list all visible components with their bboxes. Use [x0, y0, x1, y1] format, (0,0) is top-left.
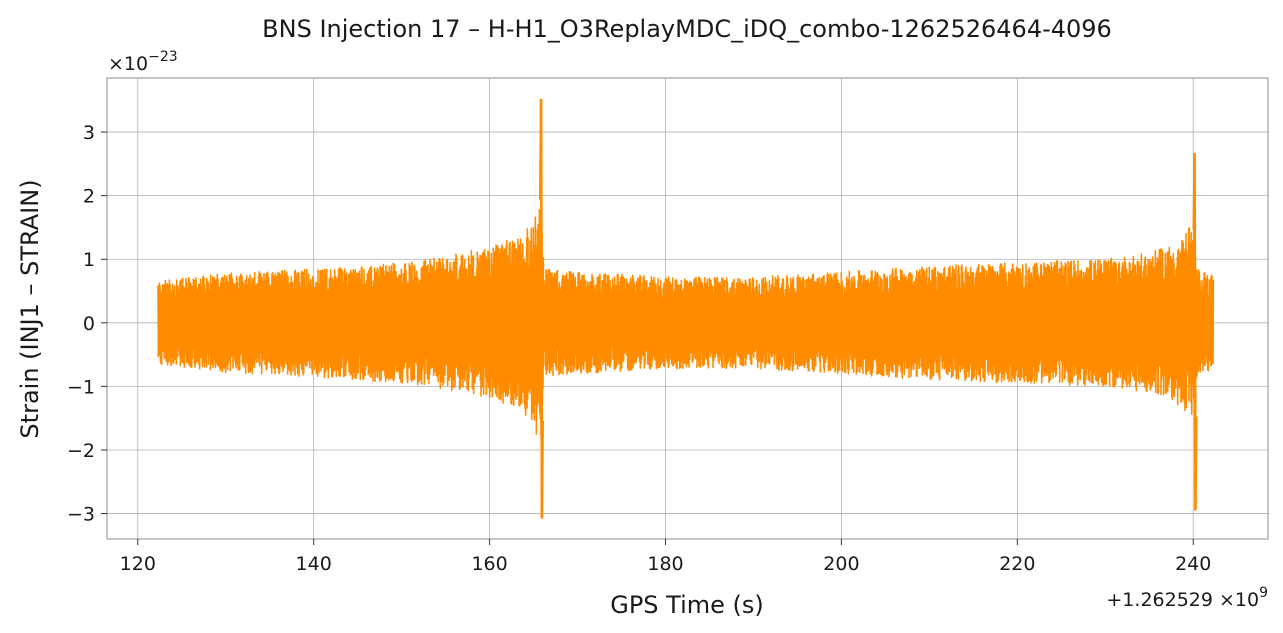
y-tick-label: 0	[83, 313, 95, 335]
y-tick-label: 2	[83, 186, 95, 208]
y-tick-label: 1	[83, 249, 95, 271]
y-scale-exponent: −23	[148, 49, 178, 65]
chart-title: BNS Injection 17 – H-H1_O3ReplayMDC_iDQ_…	[262, 15, 1112, 43]
x-axis-offset-label: +1.262529 ×109	[1106, 585, 1268, 611]
x-offset-value: +1.262529	[1106, 589, 1213, 611]
x-tick-label: 220	[999, 553, 1035, 575]
strain-spike	[538, 98, 544, 519]
y-axis-label: Strain (INJ1 – STRAIN)	[16, 179, 44, 438]
strain-spike	[1192, 153, 1198, 511]
x-tick-label: 200	[823, 553, 859, 575]
y-scale-base: ×10	[108, 53, 148, 75]
x-axis-label: GPS Time (s)	[610, 591, 764, 619]
y-tick-label: −1	[67, 376, 95, 398]
x-tick-label: 180	[647, 553, 683, 575]
x-offset-exponent-base: ×10	[1219, 589, 1259, 611]
x-tick-label: 120	[120, 553, 156, 575]
y-axis-scale-factor: ×10−23	[108, 49, 178, 75]
y-tick-label: 3	[83, 122, 95, 144]
x-tick-label: 160	[471, 553, 507, 575]
series-layer	[157, 98, 1215, 519]
y-tick-label: −2	[67, 440, 95, 462]
y-axis-ticks: 3 2 1 0 −1 −2 −3	[67, 122, 107, 526]
x-tick-label: 140	[296, 553, 332, 575]
strain-series-line	[157, 209, 1215, 437]
plot-frame	[106, 77, 1269, 540]
x-axis-ticks: 120 140 160 180 200 220 240	[120, 539, 1211, 575]
x-tick-label: 240	[1175, 553, 1211, 575]
y-tick-label: −3	[67, 504, 95, 526]
x-offset-exponent: 9	[1259, 585, 1268, 601]
